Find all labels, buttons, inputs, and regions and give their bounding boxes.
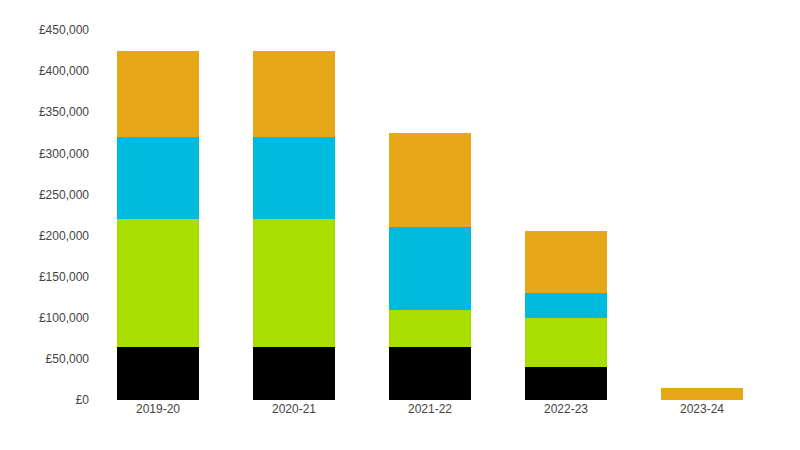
svg-text:£150,000: £150,000 xyxy=(39,270,89,284)
svg-text:2019-20: 2019-20 xyxy=(136,402,180,416)
svg-text:2021-22: 2021-22 xyxy=(408,402,452,416)
svg-text:£400,000: £400,000 xyxy=(39,64,89,78)
svg-text:£300,000: £300,000 xyxy=(39,147,89,161)
svg-text:£0: £0 xyxy=(76,393,90,407)
svg-text:£350,000: £350,000 xyxy=(39,105,89,119)
svg-text:£200,000: £200,000 xyxy=(39,229,89,243)
svg-text:£100,000: £100,000 xyxy=(39,311,89,325)
svg-text:£50,000: £50,000 xyxy=(46,352,90,366)
svg-text:2023-24: 2023-24 xyxy=(680,402,724,416)
svg-text:2020-21: 2020-21 xyxy=(272,402,316,416)
svg-text:£250,000: £250,000 xyxy=(39,188,89,202)
svg-text:£450,000: £450,000 xyxy=(39,23,89,37)
svg-text:2022-23: 2022-23 xyxy=(544,402,588,416)
